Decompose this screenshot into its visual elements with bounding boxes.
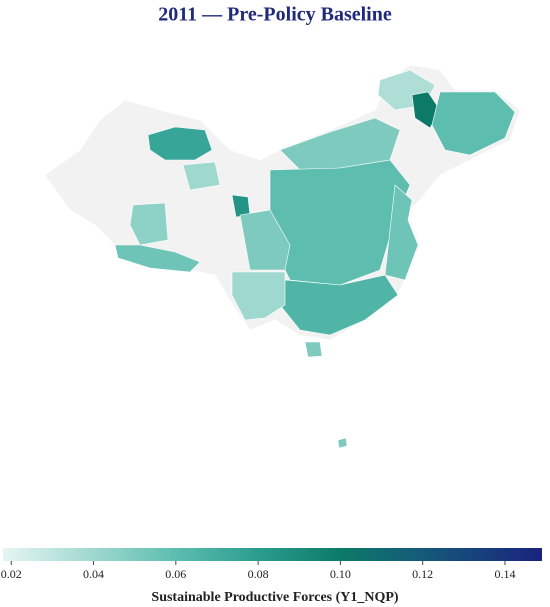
colorbar-tick-label: 0.14 [494, 567, 515, 581]
region [431, 91, 516, 156]
region [337, 437, 348, 449]
region [279, 274, 399, 336]
colorbar-label: Sustainable Productive Forces (Y1_NQP) [151, 590, 399, 605]
region [129, 202, 169, 246]
colorbar-tick-label: 0.02 [1, 567, 22, 581]
colorbar-tick-label: 0.12 [412, 567, 433, 581]
region [239, 209, 291, 271]
region [304, 341, 323, 358]
colorbar-tick-label: 0.08 [248, 567, 269, 581]
colorbar-tick-label: 0.04 [83, 567, 104, 581]
colorbar-tick-label: 0.10 [330, 567, 351, 581]
colorbar-gradient [3, 548, 542, 561]
colorbar: 0.02 0.04 0.06 0.08 0.10 0.12 0.14 [1, 548, 542, 581]
region [182, 161, 221, 191]
map [44, 64, 521, 449]
region [147, 126, 213, 161]
region [114, 244, 201, 273]
chart-title: 2011 — Pre-Policy Baseline [158, 4, 392, 26]
colorbar-tick-label: 0.06 [165, 567, 186, 581]
region [231, 271, 286, 321]
